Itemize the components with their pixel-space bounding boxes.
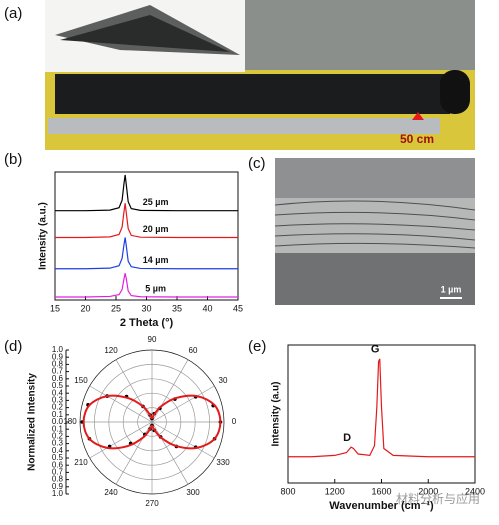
- panel-label: (b): [4, 151, 22, 168]
- x-tick-label: 1200: [325, 486, 345, 496]
- y-tick-label: 0.9: [52, 352, 64, 361]
- y-tick-label: 0.1: [52, 410, 64, 419]
- sem-layer-lines: [274, 200, 476, 249]
- sem-image: [274, 158, 476, 305]
- theta-tick-label: 210: [74, 458, 88, 467]
- y-tick-label: 0.7: [52, 468, 64, 477]
- y-tick-label: 0.1: [52, 424, 64, 433]
- theta-tick-label: 270: [145, 499, 159, 508]
- x-tick-label: 1600: [371, 486, 391, 496]
- grid-spoke: [151, 359, 189, 423]
- grid-spoke: [89, 421, 153, 459]
- y-tick-label: 0.0: [52, 417, 64, 426]
- grid-spoke: [151, 421, 215, 459]
- theta-tick-label: 150: [74, 376, 88, 385]
- x-tick-label: 2000: [418, 486, 438, 496]
- y-tick-label: 0.2: [52, 432, 64, 441]
- y-tick-label: 1.0: [52, 345, 64, 354]
- y-tick-label: 1.0: [52, 489, 64, 498]
- y-tick-label: 0.3: [52, 396, 64, 405]
- theta-tick-label: 30: [219, 376, 228, 385]
- y-tick-label: 0.9: [52, 482, 64, 491]
- theta-tick-label: 300: [186, 488, 200, 497]
- y-axis-title: Intensity (a.u.): [38, 202, 49, 270]
- grid-spoke: [115, 421, 153, 485]
- x-tick-label: 20: [80, 303, 90, 313]
- panel-label: (a): [4, 5, 22, 22]
- theta-tick-label: 180: [63, 417, 77, 426]
- grid-spoke: [89, 385, 153, 423]
- x-tick-label: 35: [172, 303, 182, 313]
- ruler: [48, 118, 440, 134]
- panel-label: (e): [248, 338, 266, 355]
- panel-label: (d): [4, 338, 22, 355]
- x-tick-label: 15: [50, 303, 60, 313]
- x-axis-title: 2 Theta (°): [120, 317, 174, 329]
- y-tick-label: 0.5: [52, 453, 64, 462]
- theta-tick-label: 60: [189, 346, 198, 355]
- annotation: G: [371, 344, 380, 356]
- photo: [45, 0, 475, 150]
- y-tick-label: 0.6: [52, 460, 64, 469]
- data-line: [55, 237, 238, 270]
- y-tick-label: 0.2: [52, 403, 64, 412]
- foil: [60, 15, 230, 52]
- annotation: D: [343, 432, 351, 444]
- x-tick-label: 45: [233, 303, 243, 313]
- y-axis-title: Intensity (a.u): [271, 381, 282, 446]
- data-line: [55, 174, 238, 212]
- x-tick-label: 30: [141, 303, 151, 313]
- theta-tick-label: 0: [232, 417, 237, 426]
- theta-tick-label: 330: [216, 458, 230, 467]
- fit-curve: [82, 394, 222, 450]
- y-tick-label: 0.5: [52, 381, 64, 390]
- film-roll: [440, 70, 470, 114]
- arrow: [412, 112, 424, 120]
- x-tick-label: 40: [202, 303, 212, 313]
- series-label: 25 µm: [143, 197, 169, 207]
- x-tick-label: 25: [111, 303, 121, 313]
- theta-tick-label: 90: [148, 335, 157, 344]
- annotation: 50 cm: [400, 132, 434, 146]
- y-tick-label: 0.4: [52, 388, 64, 397]
- series-label: 14 µm: [143, 255, 169, 265]
- x-tick-label: 2400: [465, 486, 485, 496]
- grid-spoke: [115, 359, 153, 423]
- y-axis-title: Normalized Intensity: [27, 373, 38, 471]
- data-line: [55, 273, 238, 298]
- y-tick-label: 0.6: [52, 374, 64, 383]
- watermark: 材料分析与应用: [396, 491, 480, 506]
- sem-top: [275, 158, 475, 198]
- theta-tick-label: 120: [104, 346, 118, 355]
- scale-bar-label: 1 µm: [441, 284, 462, 294]
- film-strip: [55, 74, 450, 114]
- theta-tick-label: 240: [104, 488, 118, 497]
- grid-spoke: [151, 385, 215, 423]
- panel-label: (c): [248, 155, 266, 172]
- y-tick-label: 0.7: [52, 367, 64, 376]
- series-label: 5 µm: [145, 283, 166, 293]
- x-tick-label: 800: [280, 486, 295, 496]
- y-tick-label: 0.4: [52, 446, 64, 455]
- y-tick-label: 0.3: [52, 439, 64, 448]
- x-axis-title: Wavenumber (cm⁻¹): [329, 500, 434, 512]
- grid-spoke: [151, 421, 189, 485]
- y-tick-label: 0.8: [52, 475, 64, 484]
- data-line: [55, 203, 238, 239]
- plot-frame: [54, 171, 239, 301]
- data-line: [288, 358, 475, 458]
- y-tick-label: 0.8: [52, 360, 64, 369]
- series-label: 20 µm: [143, 224, 169, 234]
